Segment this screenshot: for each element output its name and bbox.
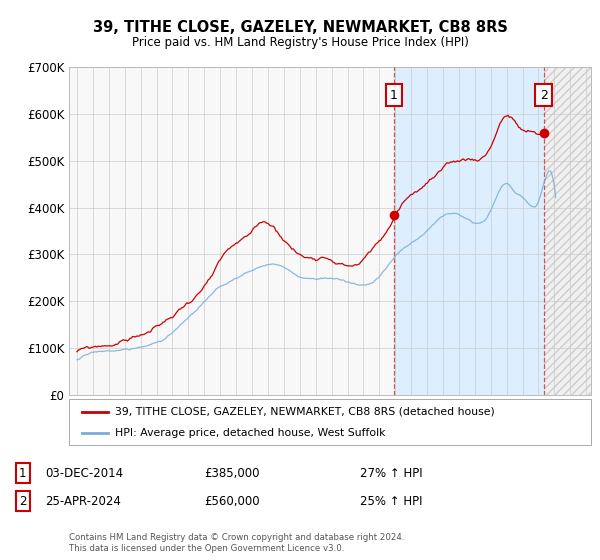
- Text: 2: 2: [539, 88, 548, 101]
- Text: HPI: Average price, detached house, West Suffolk: HPI: Average price, detached house, West…: [115, 428, 385, 438]
- Text: £385,000: £385,000: [204, 466, 260, 480]
- Text: 1: 1: [390, 88, 398, 101]
- Text: 39, TITHE CLOSE, GAZELEY, NEWMARKET, CB8 8RS: 39, TITHE CLOSE, GAZELEY, NEWMARKET, CB8…: [92, 20, 508, 35]
- Text: 27% ↑ HPI: 27% ↑ HPI: [360, 466, 422, 480]
- Text: £560,000: £560,000: [204, 494, 260, 508]
- Text: 25-APR-2024: 25-APR-2024: [45, 494, 121, 508]
- Text: 25% ↑ HPI: 25% ↑ HPI: [360, 494, 422, 508]
- Text: 03-DEC-2014: 03-DEC-2014: [45, 466, 123, 480]
- Text: Contains HM Land Registry data © Crown copyright and database right 2024.
This d: Contains HM Land Registry data © Crown c…: [69, 533, 404, 553]
- Text: 2: 2: [19, 494, 26, 508]
- Text: 1: 1: [19, 466, 26, 480]
- Text: 39, TITHE CLOSE, GAZELEY, NEWMARKET, CB8 8RS (detached house): 39, TITHE CLOSE, GAZELEY, NEWMARKET, CB8…: [115, 407, 494, 417]
- Bar: [544, 67, 599, 395]
- Text: Price paid vs. HM Land Registry's House Price Index (HPI): Price paid vs. HM Land Registry's House …: [131, 36, 469, 49]
- Bar: [394, 67, 544, 395]
- Bar: [544, 67, 599, 395]
- Bar: [544, 67, 599, 395]
